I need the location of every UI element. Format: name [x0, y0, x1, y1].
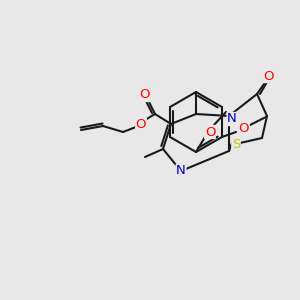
Text: S: S — [232, 139, 240, 152]
Text: O: O — [140, 88, 150, 101]
Text: N: N — [176, 164, 186, 178]
Text: N: N — [227, 112, 237, 125]
Text: O: O — [263, 70, 273, 83]
Text: O: O — [239, 122, 249, 136]
Text: O: O — [205, 125, 215, 139]
Text: O: O — [136, 118, 146, 130]
